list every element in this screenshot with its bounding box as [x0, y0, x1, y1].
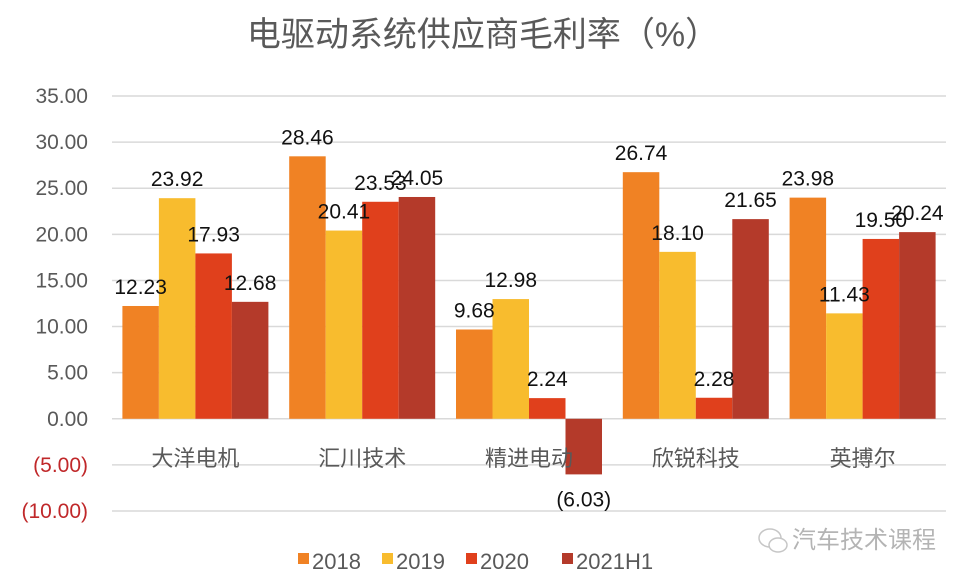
data-label: 20.24 — [891, 202, 944, 225]
bar-2020 — [862, 238, 900, 419]
data-label: 28.46 — [281, 126, 334, 149]
bar-2018 — [289, 156, 326, 419]
legend-label: 2021H1 — [576, 549, 653, 574]
bar-2019 — [492, 299, 529, 419]
bar-2018 — [789, 197, 827, 419]
category-label: 欣锐科技 — [652, 446, 740, 471]
category-label: 英搏尔 — [830, 446, 896, 471]
bar-2019 — [158, 198, 196, 419]
y-tick-label: 0.00 — [47, 408, 88, 431]
y-tick-label: 35.00 — [35, 85, 88, 108]
data-label: 18.10 — [651, 222, 704, 245]
data-label: 12.98 — [484, 269, 537, 292]
data-label: 24.05 — [391, 167, 444, 190]
data-label: 23.98 — [782, 168, 835, 191]
data-label: 12.68 — [224, 272, 277, 295]
data-label: 20.41 — [318, 201, 371, 224]
category-label: 大洋电机 — [151, 446, 239, 471]
bar-2019 — [325, 230, 363, 419]
y-tick-label: 10.00 — [35, 316, 88, 339]
watermark-text: 汽车技术课程 — [792, 527, 936, 554]
data-label: 21.65 — [724, 189, 777, 212]
bar-2021H1 — [565, 418, 602, 475]
bar-2021H1 — [231, 301, 269, 419]
data-label: (6.03) — [556, 488, 611, 511]
legend-item-2018: 2018 — [298, 549, 361, 574]
bar-2020 — [529, 398, 566, 419]
data-label: 26.74 — [615, 142, 668, 165]
legend-item-2019: 2019 — [382, 549, 445, 574]
legend-item-2021H1: 2021H1 — [562, 549, 653, 574]
data-label: 12.23 — [114, 276, 167, 299]
y-tick-label: 25.00 — [35, 177, 88, 200]
data-label: 9.68 — [454, 300, 495, 323]
wechat-icon — [758, 528, 788, 553]
chart-title: 电驱动系统供应商毛利率（%） — [247, 16, 719, 54]
data-label: 11.43 — [819, 283, 870, 306]
data-label: 17.93 — [187, 223, 240, 246]
watermark: 汽车技术课程 — [758, 527, 936, 554]
bar-2021H1 — [899, 232, 936, 419]
legend-swatch — [298, 553, 309, 564]
bar-2021H1 — [398, 196, 436, 419]
legend-label: 2018 — [312, 549, 361, 574]
category-label: 精进电动 — [485, 446, 573, 471]
bar-2020 — [362, 201, 399, 419]
legend-swatch — [382, 553, 393, 564]
bar-2019 — [659, 251, 696, 419]
legend-label: 2019 — [396, 549, 445, 574]
y-tick-label: 20.00 — [35, 223, 88, 246]
y-tick-label: (5.00) — [33, 454, 88, 477]
legend-item-2020: 2020 — [466, 549, 529, 574]
y-tick-label: 5.00 — [47, 362, 88, 385]
legend-label: 2020 — [480, 549, 529, 574]
data-label: 23.92 — [151, 168, 204, 191]
y-tick-label: (10.00) — [21, 500, 88, 523]
bar-2018 — [622, 172, 660, 419]
legend-swatch — [562, 553, 573, 564]
bar-2018 — [122, 305, 159, 419]
bar-2021H1 — [732, 219, 769, 419]
bar-2018 — [456, 329, 493, 419]
data-label: 23.53 — [354, 172, 407, 195]
y-tick-label: 15.00 — [35, 269, 88, 292]
data-label: 19.50 — [855, 209, 908, 232]
data-label: 2.24 — [527, 368, 568, 391]
bar-2020 — [695, 397, 733, 419]
data-label: 2.28 — [694, 368, 735, 391]
legend-swatch — [466, 553, 477, 564]
bar-2020 — [195, 253, 232, 419]
bar-2019 — [826, 313, 863, 419]
category-label: 汇川技术 — [318, 446, 406, 471]
y-tick-label: 30.00 — [35, 131, 88, 154]
